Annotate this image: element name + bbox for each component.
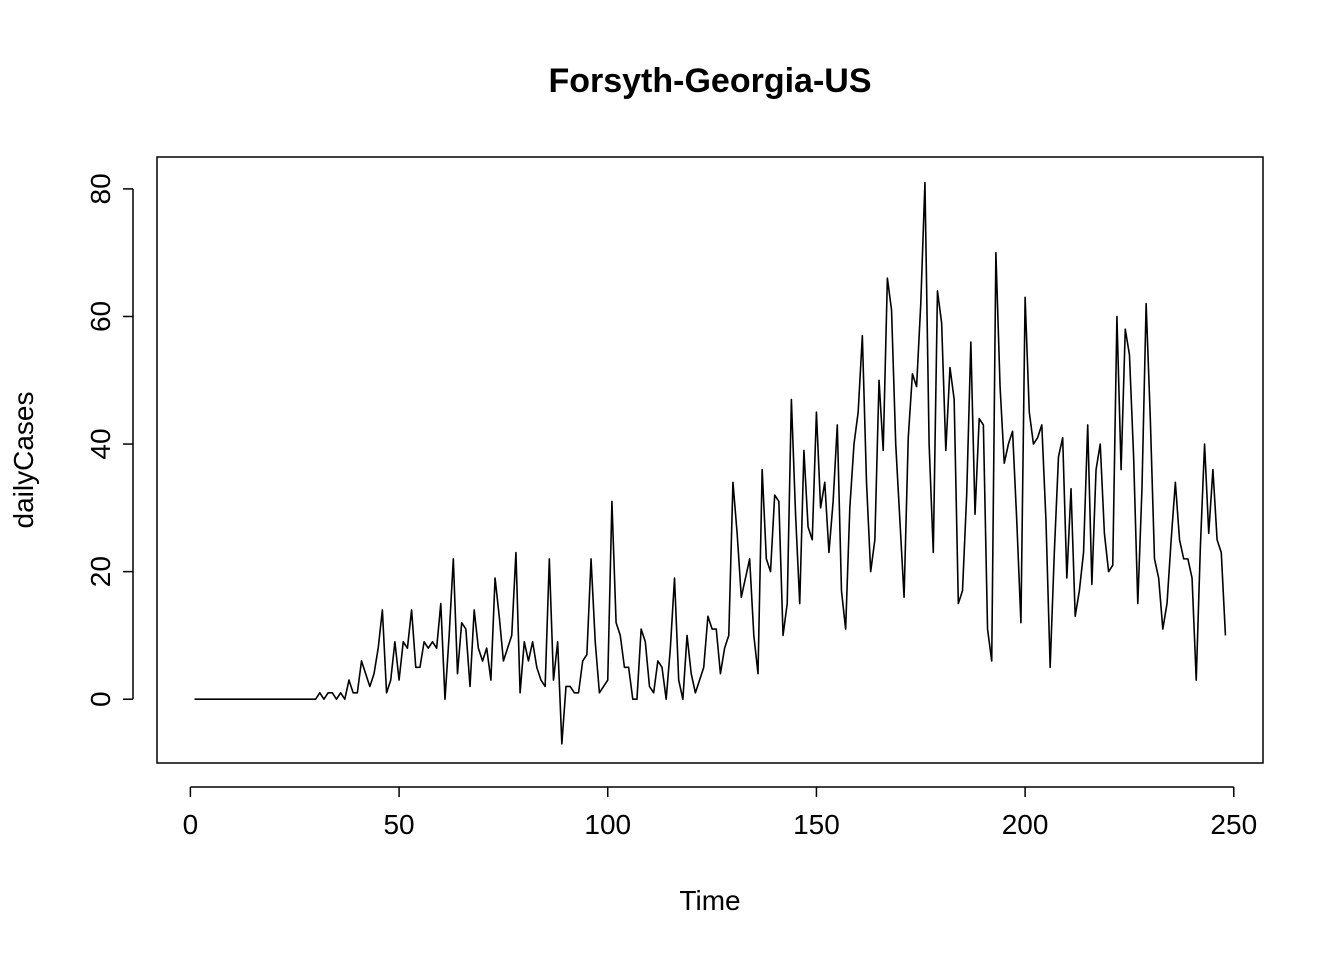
x-tick-label: 100 — [584, 809, 631, 840]
x-tick-label: 250 — [1210, 809, 1257, 840]
series-layer — [194, 181, 1227, 745]
y-tick-label: 20 — [85, 556, 116, 587]
series-line — [194, 181, 1227, 745]
x-axis-label: Time — [679, 885, 740, 916]
y-tick-label: 0 — [85, 691, 116, 707]
y-tick-label: 60 — [85, 301, 116, 332]
x-tick-label: 0 — [183, 809, 199, 840]
y-tick-label: 80 — [85, 173, 116, 204]
y-axis-label: dailyCases — [8, 392, 39, 529]
x-tick-label: 150 — [793, 809, 840, 840]
plot-frame — [156, 156, 1264, 764]
x-tick-label: 50 — [383, 809, 414, 840]
x-axis: 0 50 100 150 200 250 — [183, 786, 1257, 840]
y-axis: 0 20 40 60 80 — [85, 173, 134, 707]
chart-title: Forsyth-Georgia-US — [548, 62, 871, 100]
x-tick-label: 200 — [1002, 809, 1049, 840]
y-tick-label: 40 — [85, 428, 116, 459]
